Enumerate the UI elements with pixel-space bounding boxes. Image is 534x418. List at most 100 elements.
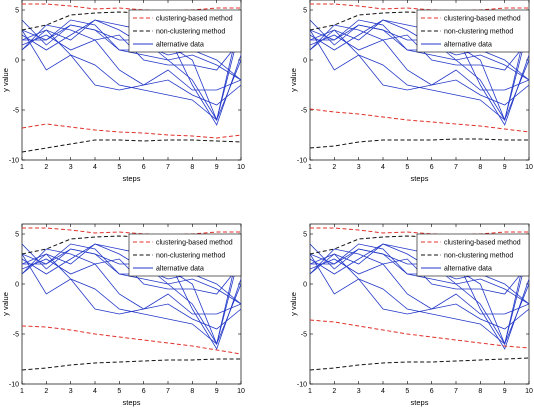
x-tick-label: 6 [430, 388, 434, 395]
clustering-bound-line-2 [22, 325, 241, 355]
x-tick-label: 1 [20, 164, 24, 171]
x-tick-label: 4 [381, 388, 385, 395]
y-tick-label: -10 [9, 158, 19, 165]
legend-entry-1: clustering-based method [156, 16, 233, 23]
x-tick-label: 9 [503, 164, 507, 171]
clustering-bound-line-1 [22, 227, 241, 236]
clustering-bound-line-1 [310, 3, 529, 12]
y-tick-label: -10 [297, 158, 307, 165]
non-clustering-bound-line-4 [310, 138, 529, 149]
x-tick-label: 4 [93, 164, 97, 171]
legend-entry-3: alternative data [156, 42, 204, 49]
x-tick-label: 6 [430, 164, 434, 171]
legend-entry-2: non-clustering method [156, 253, 225, 260]
x-tick-label: 7 [166, 388, 170, 395]
x-tick-label: 8 [478, 164, 482, 171]
x-tick-label: 3 [357, 164, 361, 171]
y-tick-label: -5 [301, 108, 307, 115]
y-tick-label: 5 [15, 8, 19, 15]
alternative-data-line-9 [310, 253, 529, 330]
x-tick-label: 2 [44, 164, 48, 171]
x-tick-label: 1 [20, 388, 24, 395]
x-tick-label: 3 [69, 388, 73, 395]
clustering-bound-line-2 [310, 319, 529, 349]
x-tick-label: 10 [525, 164, 533, 171]
alternative-data-line-9 [22, 253, 241, 330]
y-axis-label: y value [1, 292, 10, 316]
legend-entry-3: alternative data [444, 42, 492, 49]
y-axis-label: y value [289, 68, 298, 92]
legend-entry-3: alternative data [156, 266, 204, 273]
x-tick-label: 2 [44, 388, 48, 395]
y-tick-label: 0 [303, 282, 307, 289]
y-tick-label: 5 [303, 8, 307, 15]
y-axis-label: y value [289, 292, 298, 316]
legend-entry-2: non-clustering method [444, 253, 513, 260]
x-tick-label: 7 [454, 388, 458, 395]
x-tick-label: 2 [332, 388, 336, 395]
y-tick-label: -5 [301, 332, 307, 339]
y-tick-label: 5 [303, 232, 307, 239]
x-tick-label: 2 [332, 164, 336, 171]
clustering-bound-line-2 [22, 123, 241, 139]
x-tick-label: 10 [237, 164, 245, 171]
series-group [22, 227, 241, 371]
x-tick-label: 9 [503, 388, 507, 395]
legend-entry-3: alternative data [444, 266, 492, 273]
legend: clustering-based method non-clustering me… [128, 233, 242, 277]
x-tick-label: 3 [69, 164, 73, 171]
y-tick-label: -10 [9, 382, 19, 389]
x-tick-label: 7 [166, 164, 170, 171]
x-tick-label: 4 [381, 164, 385, 171]
x-tick-label: 6 [142, 388, 146, 395]
non-clustering-bound-line-4 [22, 358, 241, 371]
legend-entry-1: clustering-based method [156, 240, 233, 247]
y-axis-label: y value [1, 68, 10, 92]
x-axis-label: steps [123, 174, 141, 183]
x-tick-label: 8 [190, 388, 194, 395]
alternative-data-line-9 [310, 29, 529, 106]
legend: clustering-based method non-clustering me… [416, 9, 530, 53]
x-axis-label: steps [123, 398, 141, 407]
non-clustering-bound-line-4 [310, 357, 529, 371]
clustering-bound-line-1 [22, 3, 241, 12]
legend-entry-1: clustering-based method [444, 240, 521, 247]
x-tick-label: 1 [308, 164, 312, 171]
x-tick-label: 8 [190, 164, 194, 171]
clustering-bound-line-2 [310, 108, 529, 133]
clustering-bound-line-1 [310, 227, 529, 236]
x-axis-label: steps [411, 398, 429, 407]
x-tick-label: 5 [117, 164, 121, 171]
series-group [310, 227, 529, 371]
x-axis-label: steps [411, 174, 429, 183]
y-tick-label: -5 [13, 108, 19, 115]
x-tick-label: 9 [215, 164, 219, 171]
non-clustering-bound-line-4 [22, 139, 241, 153]
x-tick-label: 1 [308, 388, 312, 395]
y-tick-label: -5 [13, 332, 19, 339]
y-tick-label: 0 [15, 58, 19, 65]
x-tick-label: 5 [117, 388, 121, 395]
y-tick-label: 5 [15, 232, 19, 239]
x-tick-label: 6 [142, 164, 146, 171]
x-tick-label: 9 [215, 388, 219, 395]
x-tick-label: 10 [525, 388, 533, 395]
y-tick-label: 0 [303, 58, 307, 65]
legend-entry-2: non-clustering method [156, 29, 225, 36]
x-tick-label: 7 [454, 164, 458, 171]
legend-entry-2: non-clustering method [444, 29, 513, 36]
y-tick-label: -10 [297, 382, 307, 389]
x-tick-label: 4 [93, 388, 97, 395]
x-tick-label: 5 [405, 164, 409, 171]
y-tick-label: 0 [15, 282, 19, 289]
alternative-data-line-9 [22, 29, 241, 106]
x-tick-label: 3 [357, 388, 361, 395]
x-tick-label: 5 [405, 388, 409, 395]
legend: clustering-based method non-clustering me… [128, 9, 242, 53]
